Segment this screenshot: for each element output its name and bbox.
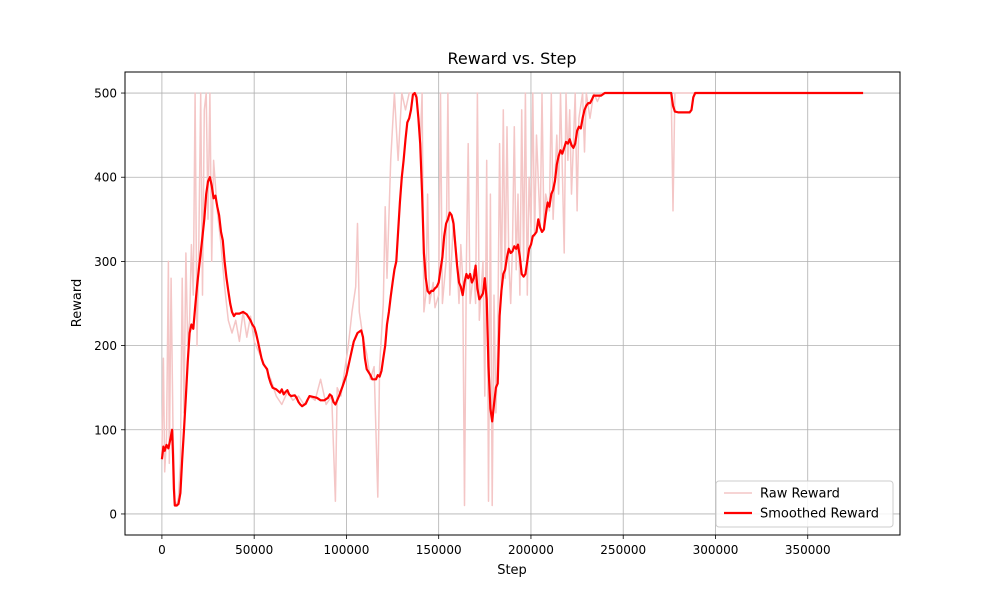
chart-title: Reward vs. Step bbox=[447, 49, 576, 68]
y-tick-label: 0 bbox=[109, 507, 117, 521]
y-axis-ticks: 0 100 200 300 400 500 bbox=[94, 87, 125, 521]
x-tick-label: 200000 bbox=[508, 543, 554, 557]
x-axis-ticks: 0 50000 100000 150000 200000 250000 300000 3500… bbox=[158, 535, 831, 557]
series-line-smoothed-reward bbox=[160, 91, 864, 507]
series-line-raw-reward bbox=[161, 92, 864, 507]
series-layer bbox=[160, 91, 864, 507]
legend-label-raw-reward: Raw Reward bbox=[760, 487, 840, 502]
legend: Raw Reward Smoothed Reward bbox=[715, 480, 894, 528]
y-tick-label: 200 bbox=[94, 339, 117, 353]
x-axis-label: Step bbox=[497, 563, 527, 578]
y-tick-label: 400 bbox=[94, 171, 117, 185]
y-tick-label: 300 bbox=[94, 255, 117, 269]
x-tick-label: 300000 bbox=[693, 543, 739, 557]
x-tick-label: 150000 bbox=[416, 543, 462, 557]
x-tick-label: 350000 bbox=[785, 543, 831, 557]
y-tick-label: 500 bbox=[94, 87, 117, 101]
x-tick-label: 100000 bbox=[324, 543, 370, 557]
y-tick-label: 100 bbox=[94, 423, 117, 437]
legend-box bbox=[715, 480, 894, 528]
y-axis-label: Reward bbox=[70, 279, 85, 327]
x-tick-label: 50000 bbox=[235, 543, 273, 557]
grid-lines bbox=[125, 72, 900, 535]
plot-frame bbox=[124, 71, 901, 536]
x-tick-label: 250000 bbox=[600, 543, 646, 557]
x-tick-label: 0 bbox=[158, 543, 166, 557]
legend-label-smoothed-reward: Smoothed Reward bbox=[760, 507, 879, 522]
